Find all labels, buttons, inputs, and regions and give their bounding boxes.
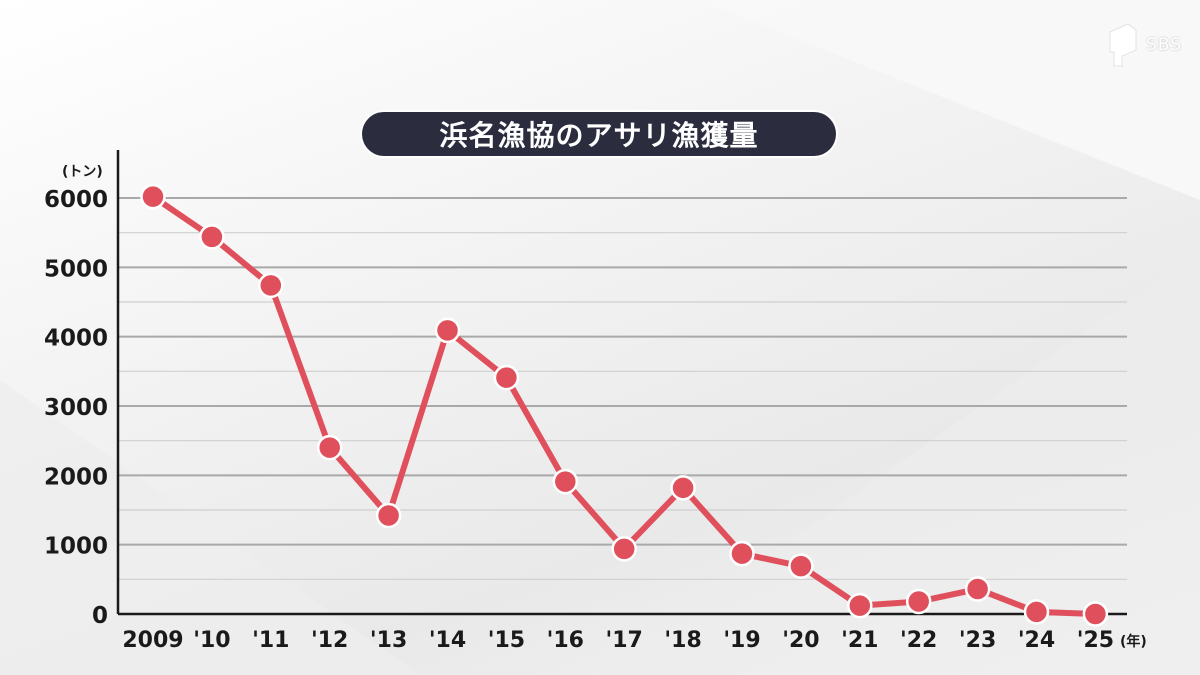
x-axis-unit-label: (年) xyxy=(1120,633,1147,650)
data-point xyxy=(493,364,520,391)
data-point xyxy=(1082,601,1109,627)
x-tick-label: '12 xyxy=(311,628,348,653)
data-point xyxy=(316,434,343,461)
brand-logo: SBS xyxy=(1108,22,1182,68)
data-point xyxy=(434,317,461,344)
data-point xyxy=(847,592,873,619)
data-point xyxy=(611,536,637,562)
data-point xyxy=(905,588,932,615)
y-axis-unit-label: (トン) xyxy=(62,164,103,180)
x-tick-label: '23 xyxy=(959,628,996,653)
data-point xyxy=(964,576,991,602)
data-point xyxy=(788,553,814,579)
x-tick-label: '19 xyxy=(723,628,760,653)
data-point xyxy=(1023,599,1050,625)
y-tick-label: 2000 xyxy=(44,464,108,490)
x-tick-label: '13 xyxy=(370,628,407,653)
data-point xyxy=(140,183,166,210)
x-tick-label: '14 xyxy=(429,628,466,653)
x-tick-label: '15 xyxy=(488,628,525,653)
y-tick-label: 0 xyxy=(92,603,108,629)
data-point xyxy=(670,475,696,501)
x-tick-label: '21 xyxy=(841,628,878,653)
data-point xyxy=(199,224,225,250)
y-tick-label: 6000 xyxy=(44,187,108,213)
y-tick-label: 3000 xyxy=(44,395,108,421)
data-point xyxy=(258,272,284,299)
brand-logo-text: SBS xyxy=(1146,35,1182,55)
y-tick-label: 1000 xyxy=(44,534,108,560)
chart-title-pill: 浜名漁協のアサリ漁獲量 xyxy=(362,112,836,156)
x-tick-label: '11 xyxy=(252,628,289,653)
x-tick-label: '20 xyxy=(782,628,819,653)
sbs-logo-icon xyxy=(1109,23,1137,67)
x-tick-label: '22 xyxy=(900,628,937,653)
x-tick-label: '16 xyxy=(547,628,584,653)
x-tick-label: '17 xyxy=(606,628,643,653)
data-point xyxy=(375,502,402,529)
y-tick-label: 5000 xyxy=(44,256,108,282)
data-point xyxy=(552,468,579,495)
x-tick-label: '25 xyxy=(1077,628,1114,653)
y-tick-label: 4000 xyxy=(44,326,108,352)
x-tick-label: 2009 xyxy=(122,628,183,653)
x-tick-label: '24 xyxy=(1018,628,1055,653)
x-tick-label: '10 xyxy=(193,628,230,653)
data-point xyxy=(729,540,755,567)
x-tick-label: '18 xyxy=(664,628,701,653)
chart-title: 浜名漁協のアサリ漁獲量 xyxy=(439,119,759,152)
